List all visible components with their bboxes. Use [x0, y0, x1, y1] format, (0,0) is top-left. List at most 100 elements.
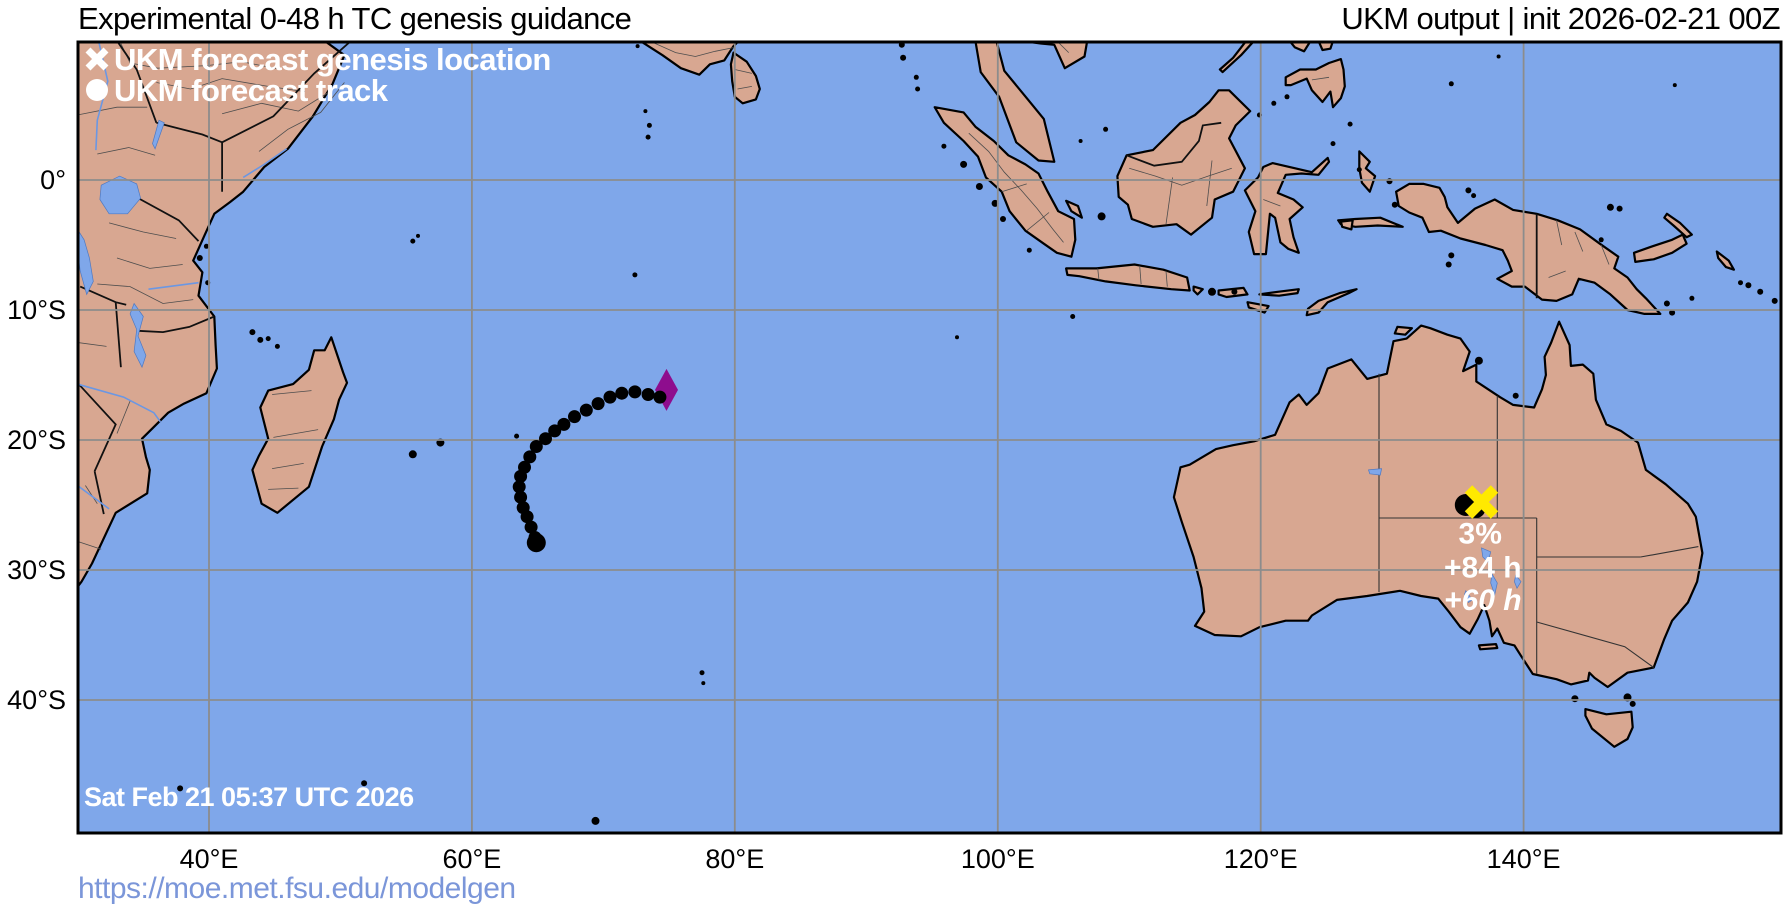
- admin-boundary: [1574, 231, 1584, 252]
- track-point: [579, 403, 593, 417]
- small-island: [249, 329, 256, 336]
- small-island: [265, 336, 271, 342]
- track-point: [628, 385, 642, 399]
- small-island: [1616, 205, 1623, 212]
- lat-tick-label: 0°: [40, 165, 66, 195]
- admin-boundary: [968, 132, 1064, 243]
- track-point: [523, 450, 537, 464]
- state-border: [1536, 621, 1655, 668]
- landmass: [1395, 182, 1662, 315]
- landmass: [1584, 708, 1634, 748]
- state-border: [1640, 546, 1699, 558]
- country-border: [128, 192, 200, 242]
- dot-marker-icon: [82, 75, 114, 106]
- small-island: [1356, 167, 1362, 173]
- small-island: [960, 160, 968, 168]
- lake: [99, 175, 141, 215]
- track-point: [568, 410, 581, 424]
- lat-tick-label: 10°S: [7, 295, 66, 325]
- lat-tick-label: 20°S: [7, 425, 66, 455]
- legend-item-label: UKM forecast track: [114, 73, 388, 108]
- country-border: [156, 121, 223, 144]
- small-island: [1745, 282, 1752, 289]
- small-island: [591, 816, 600, 825]
- small-island: [203, 243, 209, 249]
- track-point: [653, 390, 667, 404]
- map-layers: 3%+84 h+60 h: [78, 42, 1781, 833]
- admin-boundary: [78, 342, 107, 347]
- source-url-link[interactable]: https://moe.met.fsu.edu/modelgen: [78, 872, 516, 905]
- genesis-x-marker: [1464, 485, 1499, 519]
- lake: [129, 302, 147, 369]
- small-island: [699, 670, 705, 676]
- small-island: [635, 44, 640, 49]
- small-island: [1208, 287, 1216, 296]
- admin-boundary: [1206, 160, 1213, 207]
- admin-boundary: [1165, 270, 1168, 287]
- lon-tick-label: 100°E: [961, 844, 1035, 874]
- river: [78, 383, 162, 423]
- page-title: Experimental 0-48 h TC genesis guidance: [78, 1, 632, 36]
- track-point: [514, 469, 528, 483]
- landmass: [1289, 42, 1312, 53]
- admin-boundary: [1139, 265, 1142, 285]
- admin-boundary: [273, 429, 319, 438]
- track-point: [641, 388, 655, 401]
- init-info: UKM output | init 2026-02-21 00Z: [1341, 1, 1780, 36]
- small-island: [1738, 280, 1743, 286]
- admin-boundary: [272, 463, 304, 469]
- lat-tick-label: 40°S: [7, 685, 66, 715]
- admin-boundary: [734, 69, 752, 74]
- landmass: [1477, 643, 1499, 651]
- landmass: [1218, 42, 1254, 74]
- small-island: [1512, 392, 1519, 399]
- admin-boundary: [1311, 76, 1330, 81]
- small-island: [1026, 247, 1032, 253]
- small-island: [915, 86, 921, 92]
- track-point: [603, 390, 617, 404]
- genesis-label: +60 h: [1444, 584, 1522, 617]
- small-island: [1078, 139, 1083, 143]
- country-border: [78, 382, 117, 472]
- track-point: [520, 510, 534, 524]
- track-point: [591, 397, 605, 411]
- country-border: [114, 302, 122, 368]
- small-island: [1474, 356, 1483, 365]
- lon-tick-label: 40°E: [180, 844, 239, 874]
- track-point: [548, 424, 562, 438]
- admin-boundary: [108, 222, 177, 239]
- admin-boundary: [97, 283, 194, 304]
- landmass: [1116, 89, 1252, 236]
- landmass: [1065, 263, 1191, 292]
- landmass: [974, 42, 1056, 163]
- landmass: [1663, 212, 1693, 239]
- small-island: [1330, 141, 1336, 147]
- small-island: [1771, 297, 1778, 304]
- small-island: [941, 143, 947, 149]
- legend-item-genesis: UKM forecast genesis location: [82, 44, 551, 75]
- river: [148, 281, 199, 290]
- genesis-label: 3%: [1459, 518, 1502, 551]
- legend-item-track: UKM forecast track: [82, 75, 551, 106]
- track-point: [524, 520, 538, 534]
- small-island: [196, 255, 203, 261]
- track-point: [539, 432, 552, 446]
- small-island: [177, 785, 184, 792]
- legend-item-label: UKM forecast genesis location: [114, 42, 551, 77]
- admin-boundary: [1556, 220, 1563, 246]
- admin-boundary: [1165, 177, 1173, 225]
- country-border: [221, 42, 352, 192]
- small-island: [1757, 288, 1764, 295]
- admin-boundary: [119, 42, 282, 70]
- map-frame: [76, 40, 1783, 835]
- lon-tick-label: 120°E: [1224, 844, 1298, 874]
- admin-boundary: [1263, 199, 1281, 207]
- landmass: [1258, 288, 1300, 297]
- small-island: [1672, 83, 1677, 88]
- landmass: [1715, 250, 1735, 271]
- lat-tick-label: 30°S: [7, 555, 66, 585]
- landmass: [1284, 58, 1346, 109]
- small-island: [1070, 314, 1076, 319]
- landmass: [251, 336, 349, 514]
- lon-tick-label: 80°E: [705, 844, 764, 874]
